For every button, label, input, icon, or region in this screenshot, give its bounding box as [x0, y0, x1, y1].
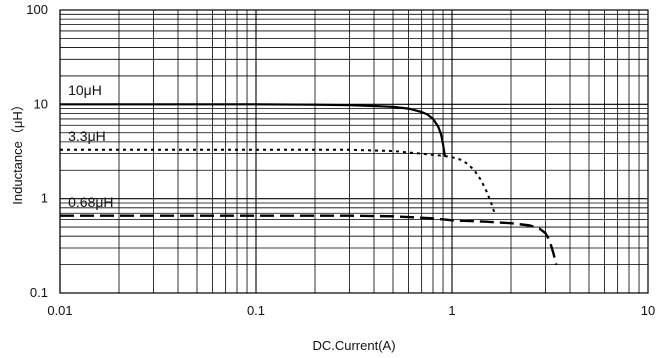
series-label-1: 10μH	[68, 82, 102, 98]
grid	[59, 10, 648, 294]
series-line-3	[60, 214, 558, 265]
y-tick-label: 10	[34, 96, 48, 111]
tick-labels: 0.01 0.1 1 10 0.1 1 10 100	[26, 2, 655, 318]
y-tick-label: 0.1	[30, 285, 48, 300]
series-labels: 10μH 3.3μH 0.68μH	[68, 82, 113, 210]
y-axis-title: Inductance（μH）	[10, 98, 25, 204]
y-tick-label: 1	[41, 191, 48, 206]
series-lines	[60, 103, 558, 265]
plot-frame	[59, 9, 649, 294]
x-tick-label: 0.1	[247, 303, 265, 318]
y-tick-label: 100	[26, 2, 48, 17]
series-line-1	[60, 103, 446, 157]
series-label-2: 3.3μH	[68, 128, 106, 144]
series-line-2	[60, 148, 496, 214]
series-label-3: 0.68μH	[68, 194, 113, 210]
x-tick-label: 0.01	[47, 303, 72, 318]
x-tick-label: 10	[641, 303, 655, 318]
x-axis-title: DC.Current(A)	[312, 338, 395, 353]
x-tick-label: 1	[448, 303, 455, 318]
